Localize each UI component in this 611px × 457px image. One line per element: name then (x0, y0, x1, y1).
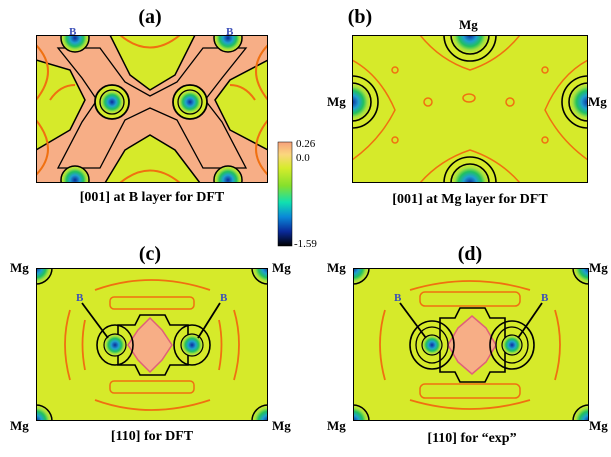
panel-a-map (36, 35, 268, 183)
panel-c-atom-label: B (76, 292, 84, 304)
panel-c-label: (c) (138, 243, 162, 265)
panel-d-atom-label: B (394, 292, 402, 304)
panel-b-label: (b) (347, 6, 373, 28)
panel-a-atom-label: B (226, 26, 234, 38)
colorbar-min-label: -1.59 (294, 238, 317, 250)
panel-d-label: (d) (457, 243, 483, 265)
colorbar-zero-label: 0.0 (296, 152, 310, 164)
panel-d-atom-label: Mg (589, 418, 608, 433)
panel-a-label: (a) (138, 6, 162, 28)
panel-a-caption: [001] at B layer for DFT (79, 190, 225, 205)
panel-b-map (352, 35, 588, 183)
panel-b-caption: [001] at Mg layer for DFT (392, 192, 548, 207)
panel-a-atom-label: B (69, 26, 77, 38)
colorbar (277, 141, 293, 247)
panel-d-atom-label: Mg (327, 418, 346, 433)
panel-b-atom-label: Mg (327, 94, 346, 109)
panel-c-atom-label: B (220, 292, 228, 304)
panel-d-atom-label: Mg (589, 260, 608, 275)
panel-c-atom-label: Mg (272, 418, 291, 433)
panel-c-pointer-left (81, 302, 109, 339)
panel-d-caption: [110] for “exp” (427, 431, 517, 446)
panel-c-map (36, 268, 268, 421)
panel-b-atom-label: Mg (459, 17, 478, 32)
panel-c-atom-label: Mg (272, 260, 291, 275)
panel-c-atom-label: Mg (10, 260, 29, 275)
panel-d-pointer-left (399, 302, 427, 339)
panel-c-atom-label: Mg (10, 418, 29, 433)
panel-c-pointer-right (197, 302, 221, 339)
panel-b-atom-label: Mg (588, 94, 607, 109)
colorbar-max-label: 0.26 (296, 138, 316, 150)
panel-d-pointer-right (517, 302, 543, 339)
panel-d-map (353, 268, 589, 421)
panel-d-atom-label: B (541, 292, 549, 304)
panel-d-atom-label: Mg (327, 260, 346, 275)
panel-c-caption: [110] for DFT (110, 429, 194, 444)
